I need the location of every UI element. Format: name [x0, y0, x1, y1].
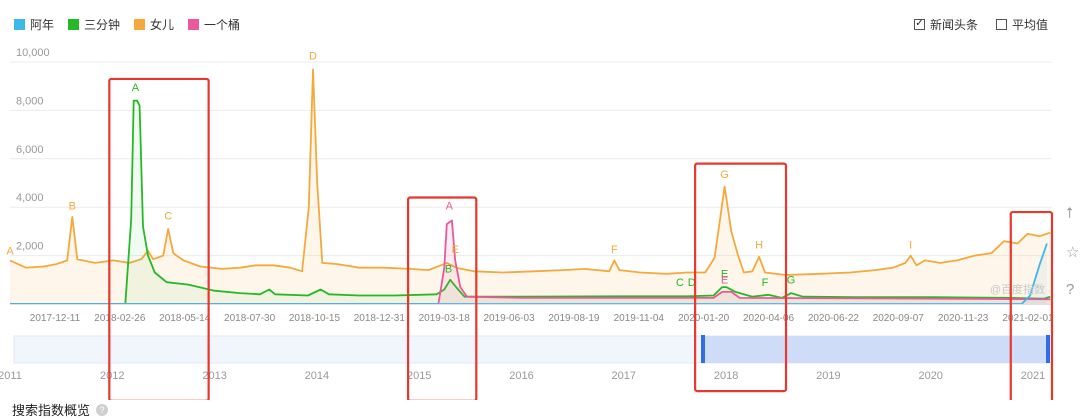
overview-year-label: 2012 [100, 370, 124, 382]
highlight-box [108, 77, 210, 400]
x-tick-label: 2019-08-19 [548, 313, 600, 324]
overview-year-label: 2019 [816, 370, 840, 382]
legend-label: 一个桶 [204, 17, 241, 32]
highlight-box [1009, 210, 1054, 400]
overview-selection [703, 336, 1048, 363]
event-marker: C [164, 210, 172, 222]
average-toggle[interactable]: 平均值 [995, 16, 1048, 33]
x-tick-label: 2020-04-06 [743, 313, 795, 324]
overview-year-label: 2020 [918, 370, 942, 382]
section-title: 搜索指数概览 [12, 403, 91, 418]
average-checkbox[interactable] [995, 18, 1007, 30]
legend-label: 女儿 [150, 17, 175, 32]
highlight-box [407, 196, 478, 400]
legend-item[interactable]: 三分钟 [68, 16, 120, 33]
event-marker: A [446, 201, 454, 213]
x-tick-label: 2021-02-01 [1002, 313, 1054, 324]
chart-options: ✓ 新闻头条 平均值 [913, 14, 1048, 34]
event-marker: G [720, 169, 729, 181]
share-icon[interactable]: ⭡ [1066, 205, 1074, 222]
event-marker: C [676, 277, 684, 289]
highlight-box [694, 162, 788, 393]
overview-year-label: 2011 [0, 370, 22, 382]
series-line [9, 68, 1051, 276]
x-tick-label: 2018-05-14 [159, 313, 211, 324]
event-marker: D [309, 51, 317, 63]
event-marker: E [452, 244, 459, 256]
event-marker: E [721, 268, 728, 280]
star-icon[interactable]: ☆ [1066, 244, 1080, 261]
legend-item[interactable]: 女儿 [134, 16, 174, 33]
x-tick-label: 2019-03-18 [419, 313, 471, 324]
x-tick-label: 2018-10-15 [289, 313, 341, 324]
legend-item[interactable]: 一个桶 [188, 16, 240, 33]
legend-swatch [188, 18, 200, 30]
overview-handle-right [1046, 335, 1050, 363]
overview-handle-left [701, 335, 705, 363]
watermark: @百度指数 [990, 282, 1045, 296]
overview-year-label: 2013 [202, 370, 226, 382]
legend-swatch [68, 18, 80, 30]
overview-year-label: 2018 [714, 370, 738, 382]
event-marker: F [611, 244, 618, 256]
news-checkbox[interactable]: ✓ [913, 18, 925, 30]
x-tick-label: 2019-06-03 [483, 313, 535, 324]
x-tick-label: 2020-01-20 [678, 313, 730, 324]
overview-year-label: 2016 [509, 370, 533, 382]
legend-swatch [14, 18, 25, 30]
x-tick-label: 2017-12-11 [30, 313, 81, 324]
event-marker: B [445, 264, 452, 276]
legend-item[interactable]: 阿年 [14, 16, 54, 33]
event-marker: A [132, 82, 140, 94]
x-tick-label: 2020-11-23 [938, 313, 989, 324]
legend-label: 阿年 [30, 17, 55, 32]
help-icon[interactable]: ? [96, 403, 109, 416]
event-marker: F [762, 277, 769, 289]
news-label: 新闻头条 [929, 17, 978, 32]
x-tick-label: 2018-07-30 [224, 313, 276, 324]
overview-year-label: 2015 [407, 370, 431, 382]
series-area [10, 69, 1051, 304]
series-line [10, 219, 1051, 305]
y-tick-label: 8,000 [16, 95, 44, 107]
overview-year-label: 2017 [612, 370, 636, 382]
section-title-row: 搜索指数概览 ? [12, 400, 109, 419]
y-tick-label: 2,000 [16, 241, 44, 253]
event-marker: A [6, 245, 14, 257]
x-tick-label: 2018-12-31 [354, 313, 406, 324]
y-tick-label: 6,000 [16, 144, 44, 156]
legend-swatch [134, 18, 146, 30]
event-marker: E [721, 274, 728, 286]
y-tick-label: 4,000 [16, 192, 44, 204]
event-marker: B [69, 201, 76, 213]
event-marker: I [909, 239, 912, 251]
help-icon[interactable]: ? [1066, 281, 1075, 298]
x-tick-label: 2020-09-07 [873, 313, 925, 324]
x-tick-label: 2018-02-26 [94, 313, 146, 324]
event-marker: D [688, 277, 696, 289]
news-headline-toggle[interactable]: ✓ 新闻头条 [913, 16, 978, 33]
event-marker: H [755, 239, 763, 251]
overview-year-label: 2014 [305, 370, 329, 382]
chart-legend: 阿年 三分钟 女儿 一个桶 [14, 14, 240, 34]
x-tick-label: 2019-11-04 [614, 313, 665, 324]
event-marker: G [787, 274, 796, 286]
average-label: 平均值 [1011, 17, 1048, 32]
y-tick-label: 10,000 [16, 47, 50, 59]
overview-year-label: 2021 [1021, 370, 1045, 382]
x-tick-label: 2020-06-22 [808, 313, 860, 324]
legend-label: 三分钟 [84, 17, 121, 32]
